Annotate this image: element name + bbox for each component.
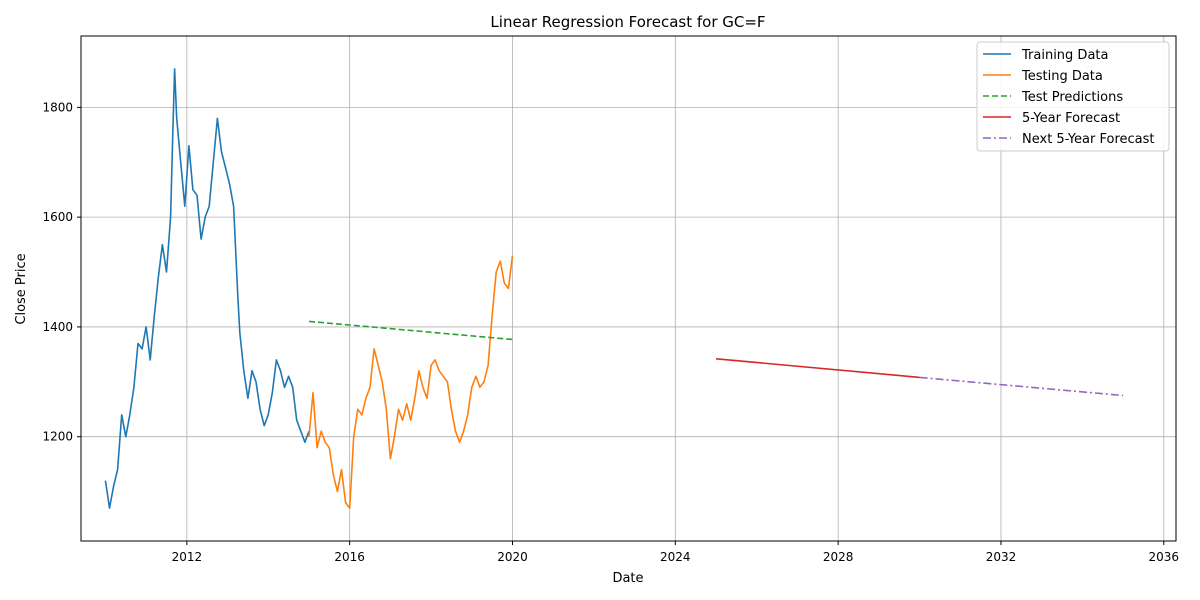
legend-box	[976, 41, 1170, 152]
x-axis-title: Date	[612, 571, 643, 586]
x-tick-label: 2032	[986, 550, 1017, 564]
legend-label: Test Predictions	[1021, 90, 1123, 105]
legend-label: Next 5-Year Forecast	[1022, 132, 1155, 147]
y-tick-label: 1800	[42, 100, 73, 114]
y-tick-label: 1400	[42, 320, 73, 334]
series-line-2	[308, 255, 514, 509]
x-tick-label: 2024	[660, 550, 691, 564]
y-axis-title: Close Price	[14, 253, 29, 324]
plot-series-group	[104, 68, 1124, 509]
y-tick-label: 1600	[42, 210, 73, 224]
legend-label: Training Data	[1021, 48, 1108, 63]
x-tick-label: 2028	[823, 550, 854, 564]
series-line-3	[308, 320, 513, 341]
y-tick-label: 1200	[42, 430, 73, 444]
series-line-1	[104, 68, 310, 509]
series-line-4	[715, 358, 920, 379]
legend-label: Testing Data	[1021, 69, 1103, 84]
legend: Training Data Testing Data Test Prediction…	[976, 41, 1170, 152]
x-axis-ticks: 2012 2016 2020 2024 2028 2032 2036	[172, 541, 1179, 564]
series-line-5	[919, 376, 1124, 397]
chart-title: Linear Regression Forecast for GC=F	[490, 13, 765, 31]
x-tick-label: 2020	[497, 550, 528, 564]
plot-frame	[80, 35, 1177, 542]
x-tick-label: 2012	[172, 550, 203, 564]
y-axis-ticks: 1200 1400 1600 1800	[42, 100, 81, 444]
legend-label: 5-Year Forecast	[1022, 111, 1120, 126]
x-tick-label: 2036	[1149, 550, 1180, 564]
x-tick-label: 2016	[334, 550, 365, 564]
